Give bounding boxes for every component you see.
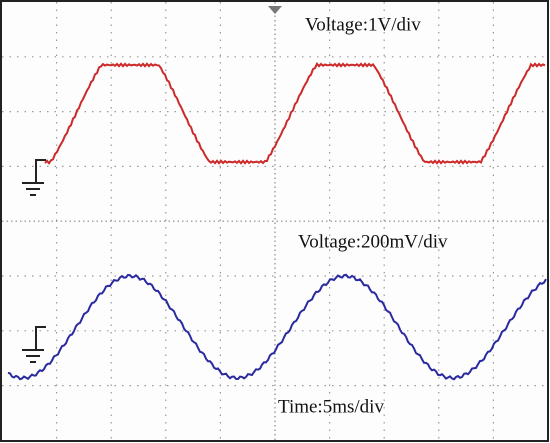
graticule: [2, 2, 547, 440]
channel-1-scale: Voltage:1V/div: [305, 14, 421, 35]
ground-marker-1: [22, 159, 46, 196]
channel-1-trace: [44, 61, 546, 165]
channel-2-scale: Voltage:200mV/div: [298, 231, 448, 252]
ground-marker-2: [22, 326, 46, 363]
trigger-marker: [268, 6, 282, 14]
channel-2-trace: [7, 273, 547, 381]
timebase: Time:5ms/div: [278, 396, 384, 417]
